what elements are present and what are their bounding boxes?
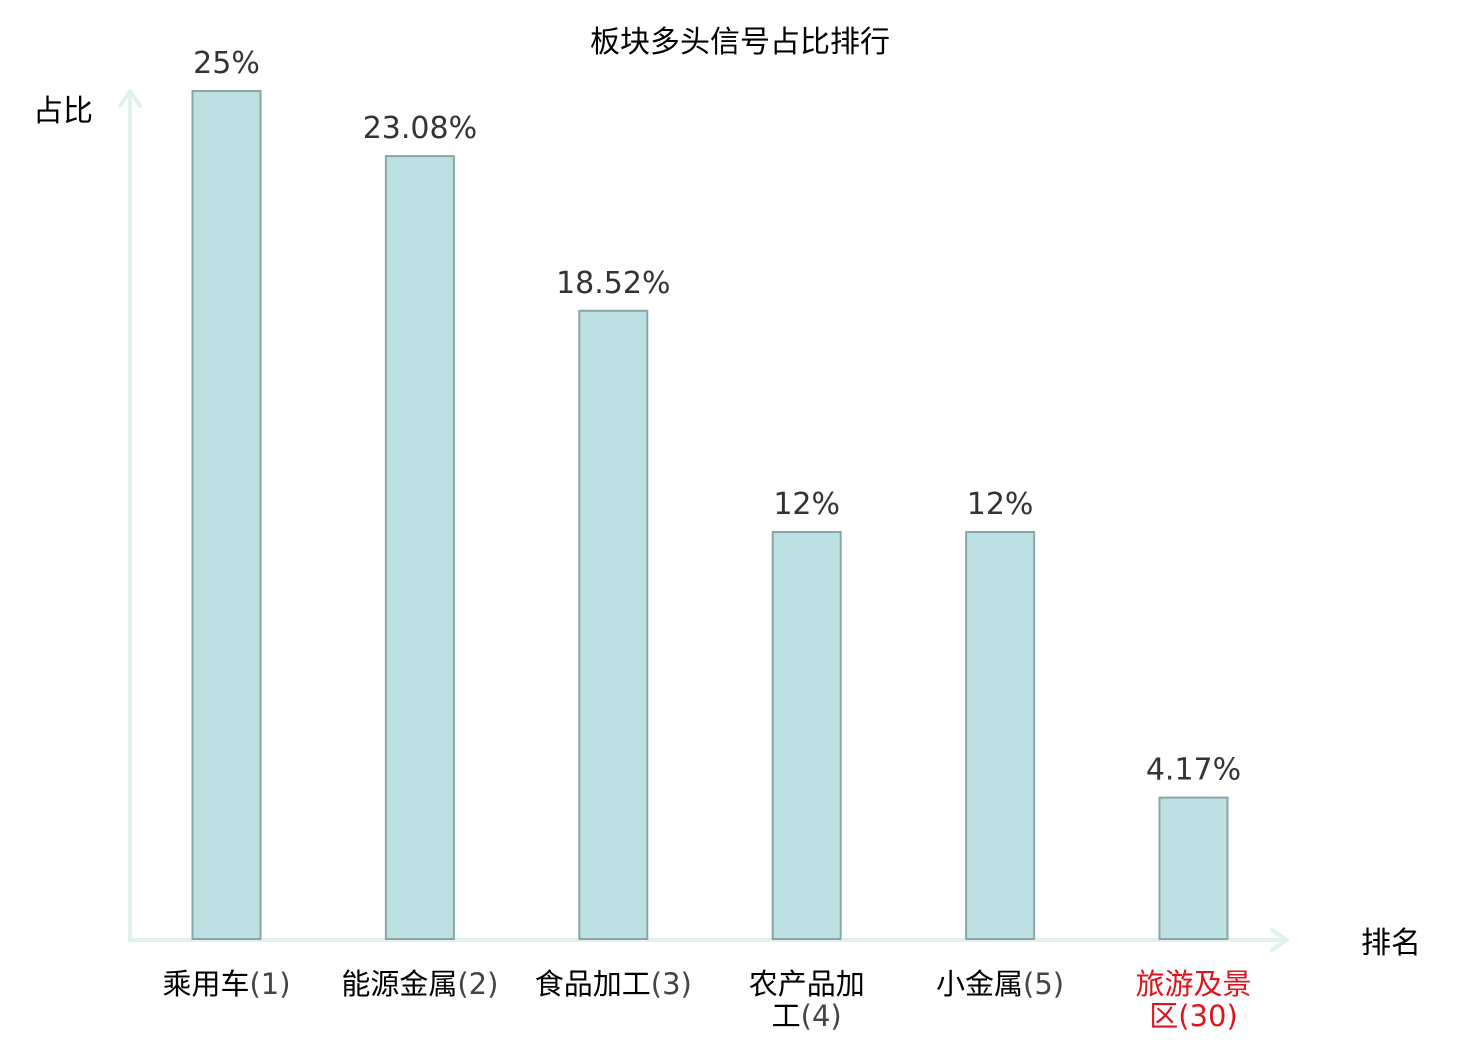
bar-value-label: 23.08% bbox=[363, 111, 477, 146]
category-label-line: 乘用车(1) bbox=[162, 967, 290, 1001]
category-rank: (30) bbox=[1178, 999, 1238, 1033]
category-label: 乘用车(1) bbox=[162, 967, 290, 1001]
category-label-line: 食品加工(3) bbox=[535, 967, 692, 1001]
category-label-line: 区(30) bbox=[1149, 999, 1238, 1033]
category-rank: (1) bbox=[249, 967, 290, 1001]
chart-title: 板块多头信号占比排行 bbox=[590, 25, 890, 60]
y-axis-arrow-icon bbox=[118, 89, 142, 108]
bar bbox=[578, 309, 649, 940]
axes bbox=[118, 89, 1289, 952]
bar bbox=[1158, 796, 1229, 940]
x-axis-label: 排名 bbox=[1361, 926, 1421, 961]
category-label-line: 工(4) bbox=[772, 999, 842, 1033]
category-label-line: 农产品加 bbox=[749, 967, 865, 1001]
bar-value-label: 18.52% bbox=[556, 266, 670, 301]
category-label: 小金属(5) bbox=[936, 967, 1064, 1001]
category-rank: (3) bbox=[651, 967, 692, 1001]
category-label-highlight: 旅游及景区(30) bbox=[1135, 967, 1251, 1033]
category-label: 农产品加工(4) bbox=[749, 967, 865, 1033]
category-label-line: 能源金属(2) bbox=[341, 967, 498, 1001]
bar-value-label: 4.17% bbox=[1146, 753, 1241, 788]
category-labels-group: 乘用车(1) 能源金属(2) 食品加工(3) 农产品加工(4) 小金属(5) 旅游及景区(… bbox=[162, 967, 1251, 1033]
bar bbox=[191, 90, 262, 940]
bars-group bbox=[191, 90, 1229, 941]
y-axis-label: 占比 bbox=[33, 94, 93, 129]
category-label: 食品加工(3) bbox=[535, 967, 692, 1001]
category-label-line: 旅游及景 bbox=[1135, 967, 1251, 1001]
bar bbox=[771, 531, 842, 940]
bar bbox=[965, 531, 1036, 940]
category-rank: (2) bbox=[457, 967, 498, 1001]
bar bbox=[384, 155, 455, 941]
x-axis-arrow-icon bbox=[1270, 928, 1289, 952]
category-label-line: 小金属(5) bbox=[936, 967, 1064, 1001]
value-labels-group: 25% 23.08% 18.52% 12% 12% 4.17% bbox=[193, 46, 1241, 788]
category-rank: (5) bbox=[1023, 967, 1064, 1001]
bar-value-label: 25% bbox=[193, 46, 260, 81]
bar-value-label: 12% bbox=[773, 487, 840, 522]
category-rank: (4) bbox=[801, 999, 842, 1033]
category-label: 能源金属(2) bbox=[341, 967, 498, 1001]
bar-value-label: 12% bbox=[967, 487, 1034, 522]
